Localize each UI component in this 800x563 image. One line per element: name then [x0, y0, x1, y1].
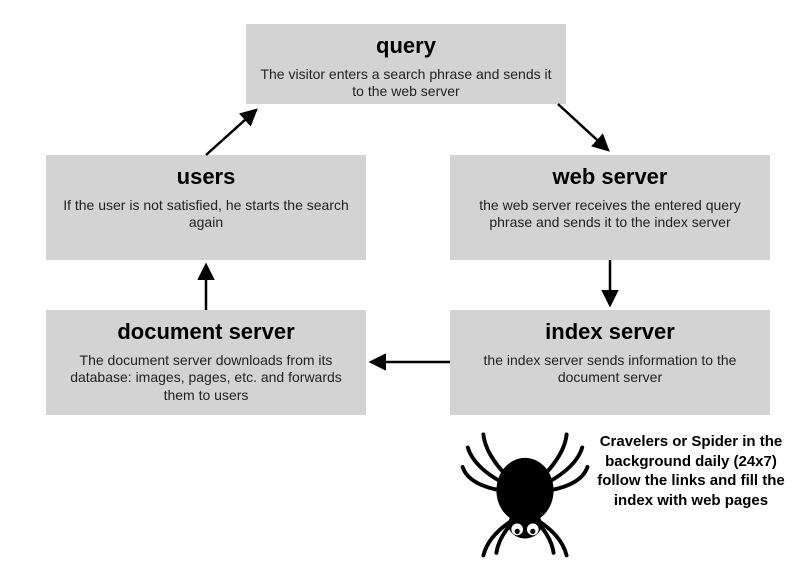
node-users: users If the user is not satisfied, he s…	[46, 155, 366, 260]
node-query-desc: The visitor enters a search phrase and s…	[256, 66, 556, 101]
node-users-title: users	[56, 163, 356, 191]
node-web-server: web server the web server receives the e…	[450, 155, 770, 260]
edge-users-to-query	[206, 110, 256, 155]
node-index-server: index server the index server sends info…	[450, 310, 770, 415]
node-index-server-title: index server	[460, 318, 760, 346]
node-web-server-desc: the web server receives the entered quer…	[460, 197, 760, 232]
node-document-server: document server The document server down…	[46, 310, 366, 415]
spider-caption: Cravelers or Spider in the background da…	[596, 432, 786, 510]
node-document-server-title: document server	[56, 318, 356, 346]
node-web-server-title: web server	[460, 163, 760, 191]
node-users-desc: If the user is not satisfied, he starts …	[56, 197, 356, 232]
node-index-server-desc: the index server sends information to th…	[460, 352, 760, 387]
node-query-title: query	[256, 32, 556, 60]
spider-icon	[460, 428, 590, 558]
edge-query-to-web_server	[558, 104, 608, 150]
node-query: query The visitor enters a search phrase…	[246, 24, 566, 104]
node-document-server-desc: The document server downloads from its d…	[56, 352, 356, 405]
